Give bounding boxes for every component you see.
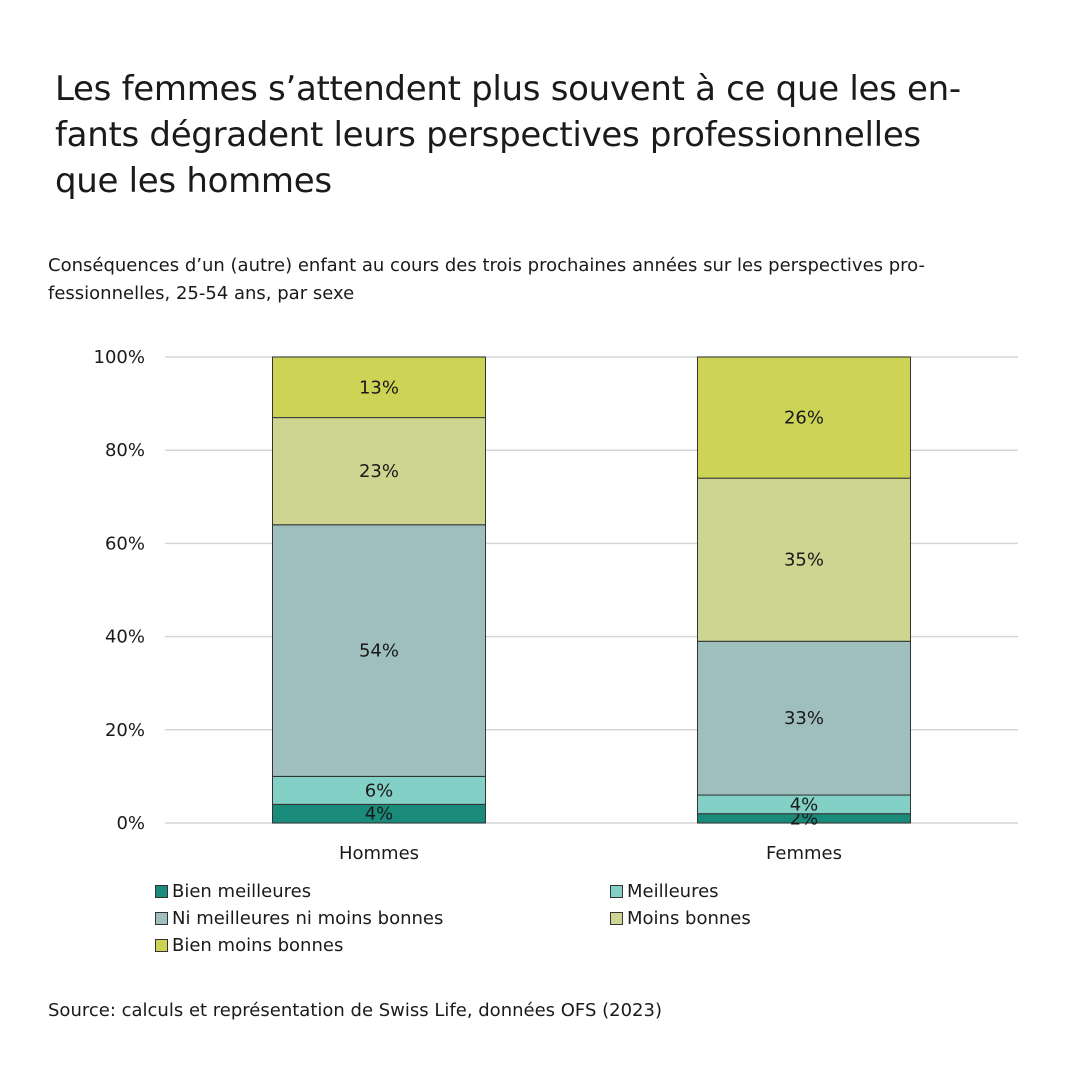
bar-segment	[697, 477, 911, 642]
data-label: 6%	[365, 780, 394, 801]
y-tick-label: 80%	[105, 440, 145, 461]
y-tick-label: 20%	[105, 720, 145, 741]
data-label: 13%	[359, 377, 399, 398]
legend-item: Bien meilleures	[155, 878, 610, 905]
chart-subtitle-line: fessionnelles, 25-54 ans, par sexe	[48, 283, 355, 304]
y-tick-label: 100%	[94, 347, 145, 368]
legend-item: Meilleures	[610, 878, 855, 905]
legend-label: Bien meilleures	[172, 881, 312, 902]
legend-label: Meilleures	[627, 881, 719, 902]
legend-item: Bien moins bonnes	[155, 932, 610, 959]
data-label: 23%	[359, 461, 399, 482]
legend-swatch	[155, 912, 168, 925]
chart-subtitle-line: Conséquences d’un (autre) enfant au cour…	[48, 255, 926, 276]
x-tick-label: Femmes	[766, 843, 842, 864]
stacked-bar-chart: 0%20%40%60%80%100%4%6%54%23%13%Hommes2%4…	[94, 347, 1018, 864]
legend-label: Moins bonnes	[627, 908, 751, 929]
legend-item: Moins bonnes	[610, 905, 855, 932]
chart-title-line: fants dégradent leurs perspectives profe…	[55, 115, 921, 155]
chart-title-line: Les femmes s’attendent plus souvent à ce…	[55, 69, 961, 109]
y-tick-label: 40%	[105, 627, 145, 648]
data-label: 54%	[359, 641, 399, 662]
source-note: Source: calculs et représentation de Swi…	[48, 1000, 662, 1021]
chart-title: Les femmes s’attendent plus souvent à ce…	[55, 66, 1035, 204]
x-tick-label: Hommes	[339, 843, 419, 864]
y-tick-label: 60%	[105, 533, 145, 554]
legend-label: Ni meilleures ni moins bonnes	[172, 908, 444, 929]
chart-area: 0% 20% 40% 60% 80% 100% 4% 6% 54% 23% 13% Hommes 2% 4…	[0, 330, 1080, 880]
data-label: 4%	[365, 804, 394, 825]
legend-swatch	[610, 912, 623, 925]
legend-swatch	[610, 885, 623, 898]
y-tick-label: 0%	[116, 813, 145, 834]
bar-segment	[272, 417, 486, 526]
chart-legend: Bien meilleures Meilleures Ni meilleures n…	[155, 878, 855, 959]
bar-segment	[697, 640, 911, 796]
chart-title-line: que les hommes	[55, 161, 332, 201]
legend-swatch	[155, 939, 168, 952]
legend-swatch	[155, 885, 168, 898]
bar-segment	[272, 524, 486, 777]
data-label: 26%	[784, 408, 824, 429]
data-label: 33%	[784, 708, 824, 729]
bar-segment	[272, 356, 486, 419]
data-label: 35%	[784, 550, 824, 571]
bar-segment	[272, 775, 486, 805]
bar-segment	[697, 356, 911, 479]
chart-subtitle: Conséquences d’un (autre) enfant au cour…	[48, 252, 1038, 308]
legend-label: Bien moins bonnes	[172, 935, 344, 956]
legend-item: Ni meilleures ni moins bonnes	[155, 905, 610, 932]
data-label: 4%	[790, 794, 819, 815]
